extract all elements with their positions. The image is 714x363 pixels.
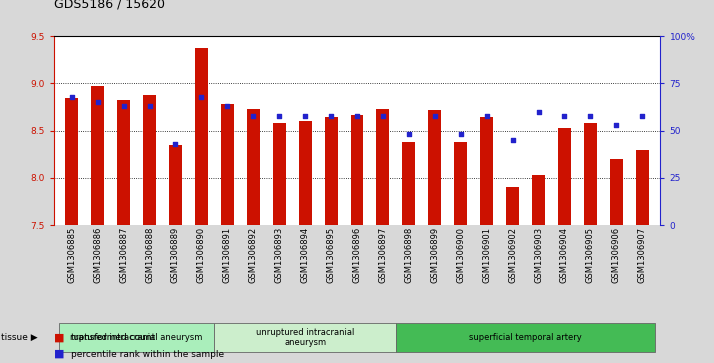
Bar: [610, 159, 623, 225]
Bar: [298, 121, 311, 225]
Point: [351, 113, 363, 118]
Bar: [117, 99, 130, 225]
Point: [507, 137, 518, 143]
Point: [221, 103, 233, 109]
Bar: [428, 110, 441, 225]
Text: GSM1306896: GSM1306896: [353, 227, 361, 283]
Text: GSM1306898: GSM1306898: [404, 227, 413, 283]
Bar: [221, 104, 233, 225]
Text: GSM1306893: GSM1306893: [275, 227, 283, 283]
Point: [429, 113, 441, 118]
Point: [481, 113, 493, 118]
Point: [559, 113, 570, 118]
Bar: [635, 150, 649, 225]
Text: tissue ▶: tissue ▶: [1, 333, 38, 342]
Text: GSM1306892: GSM1306892: [248, 227, 258, 283]
Text: GSM1306895: GSM1306895: [326, 227, 336, 283]
Bar: [558, 128, 571, 225]
Text: GDS5186 / 15620: GDS5186 / 15620: [54, 0, 164, 11]
Text: GSM1306905: GSM1306905: [586, 227, 595, 283]
Text: transformed count: transformed count: [71, 333, 156, 342]
Bar: [376, 109, 389, 225]
Text: ruptured intracranial aneurysm: ruptured intracranial aneurysm: [71, 333, 203, 342]
Bar: [65, 98, 79, 225]
Bar: [351, 115, 363, 225]
Point: [299, 113, 311, 118]
Point: [326, 113, 337, 118]
Bar: [143, 95, 156, 225]
Text: GSM1306907: GSM1306907: [638, 227, 647, 283]
Bar: [532, 175, 545, 225]
Text: GSM1306904: GSM1306904: [560, 227, 569, 283]
Point: [196, 94, 207, 99]
Point: [585, 113, 596, 118]
Bar: [273, 123, 286, 225]
Text: ■: ■: [54, 348, 64, 359]
Bar: [403, 142, 416, 225]
Text: ■: ■: [54, 332, 64, 342]
Point: [377, 113, 388, 118]
Text: unruptured intracranial
aneurysm: unruptured intracranial aneurysm: [256, 328, 354, 347]
Text: GSM1306900: GSM1306900: [456, 227, 466, 283]
Text: GSM1306889: GSM1306889: [171, 227, 180, 283]
Bar: [481, 117, 493, 225]
Text: GSM1306894: GSM1306894: [301, 227, 310, 283]
Text: superficial temporal artery: superficial temporal artery: [469, 333, 582, 342]
Text: GSM1306890: GSM1306890: [197, 227, 206, 283]
Bar: [91, 86, 104, 225]
FancyBboxPatch shape: [214, 323, 396, 352]
Text: GSM1306886: GSM1306886: [93, 227, 102, 284]
Bar: [454, 142, 467, 225]
Point: [170, 141, 181, 147]
Point: [610, 122, 622, 128]
Bar: [169, 145, 182, 225]
Bar: [506, 187, 519, 225]
Text: GSM1306887: GSM1306887: [119, 227, 128, 284]
Text: GSM1306897: GSM1306897: [378, 227, 388, 283]
Text: GSM1306902: GSM1306902: [508, 227, 517, 283]
Text: GSM1306885: GSM1306885: [67, 227, 76, 283]
Point: [637, 113, 648, 118]
Text: GSM1306891: GSM1306891: [223, 227, 232, 283]
Point: [403, 131, 415, 137]
Text: GSM1306903: GSM1306903: [534, 227, 543, 283]
Point: [273, 113, 285, 118]
Bar: [584, 123, 597, 225]
Text: GSM1306906: GSM1306906: [612, 227, 621, 283]
Bar: [247, 109, 260, 225]
Point: [92, 99, 104, 105]
Bar: [325, 117, 338, 225]
Point: [533, 109, 544, 115]
FancyBboxPatch shape: [59, 323, 214, 352]
FancyBboxPatch shape: [396, 323, 655, 352]
Point: [118, 103, 129, 109]
Point: [144, 103, 155, 109]
Text: GSM1306901: GSM1306901: [482, 227, 491, 283]
Point: [248, 113, 259, 118]
Text: percentile rank within the sample: percentile rank within the sample: [71, 350, 224, 359]
Point: [66, 94, 77, 99]
Point: [455, 131, 466, 137]
Text: GSM1306888: GSM1306888: [145, 227, 154, 284]
Bar: [195, 48, 208, 225]
Text: GSM1306899: GSM1306899: [431, 227, 439, 283]
